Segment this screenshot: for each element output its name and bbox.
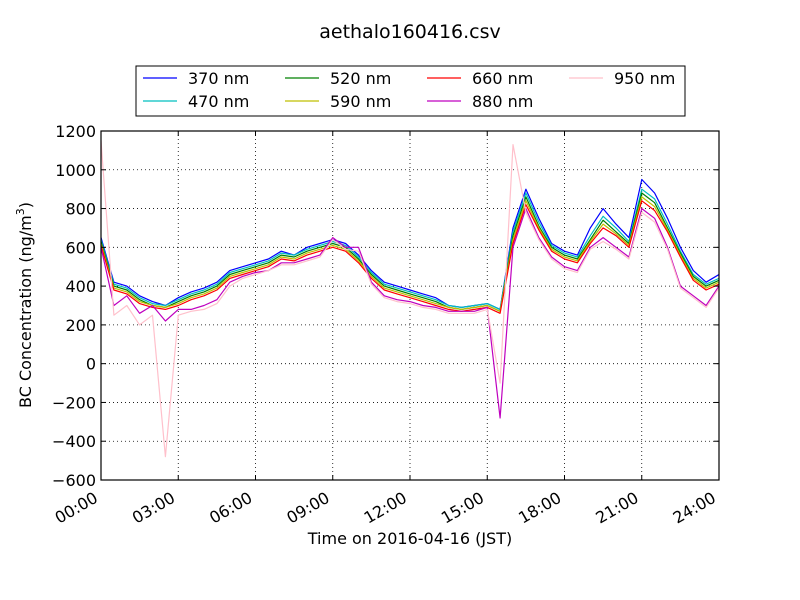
- x-tick-label: 00:00: [52, 488, 101, 528]
- y-tick-label: 800: [65, 200, 96, 219]
- grid-lines: [101, 131, 719, 480]
- series-line: [101, 178, 719, 310]
- y-tick-label: 0: [86, 355, 96, 374]
- y-tick-label: 200: [65, 316, 96, 335]
- chart-title: aethalo160416.csv: [319, 21, 501, 43]
- x-tick-label: 21:00: [592, 488, 641, 528]
- y-tick-label: −200: [52, 393, 96, 412]
- x-tick-label: 09:00: [283, 488, 332, 528]
- legend-label: 520 nm: [330, 69, 391, 88]
- legend-label: 370 nm: [188, 69, 249, 88]
- x-tick-label: 15:00: [438, 488, 487, 528]
- legend-frame: [135, 65, 686, 117]
- y-axis-label: BC Concentration (ng/m3): [14, 202, 35, 408]
- x-axis-label: Time on 2016-04-16 (JST): [307, 529, 512, 548]
- legend-label: 590 nm: [330, 92, 391, 111]
- series-line: [101, 208, 719, 419]
- x-tick-label: 18:00: [515, 488, 564, 528]
- legend-label: 470 nm: [188, 92, 249, 111]
- series-line: [101, 200, 719, 314]
- y-tick-label: 600: [65, 238, 96, 257]
- series-line: [101, 196, 719, 312]
- series-line: [101, 140, 719, 458]
- x-tick-label: 24:00: [670, 488, 719, 528]
- y-tick-label: 400: [65, 277, 96, 296]
- y-axis-label-end: ): [16, 202, 35, 208]
- y-tick-label: −600: [52, 471, 96, 490]
- x-tick-label: 06:00: [206, 488, 255, 528]
- series-line: [101, 188, 719, 310]
- legend-items: 370 nm 470 nm 520 nm 590 nm 660 nm 880 nm 950 …: [143, 69, 675, 111]
- x-tick-label: 03:00: [129, 488, 178, 528]
- y-axis-label-sup: 3: [14, 208, 27, 215]
- legend-label: 880 nm: [472, 92, 533, 111]
- y-axis-label-main: BC Concentration (ng/m: [16, 215, 35, 408]
- x-tick-label: 12:00: [361, 488, 410, 528]
- legend: 370 nm 470 nm 520 nm 590 nm 660 nm 880 nm 950 …: [135, 65, 686, 117]
- y-tick-label: 1000: [55, 161, 96, 180]
- legend-label: 950 nm: [614, 69, 675, 88]
- y-tick-label: 1200: [55, 122, 96, 141]
- series-lines: [101, 140, 719, 458]
- legend-label: 660 nm: [472, 69, 533, 88]
- y-tick-label: −400: [52, 432, 96, 451]
- series-line: [101, 192, 719, 312]
